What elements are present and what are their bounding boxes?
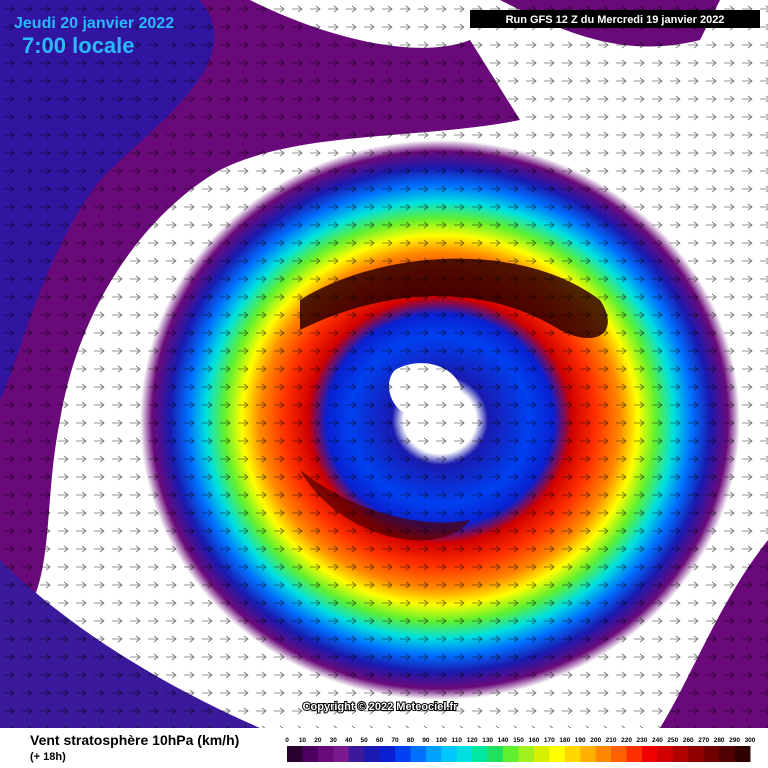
color-swatch [410,746,427,762]
color-swatch [533,746,550,762]
wind-arrows [0,0,768,728]
scale-label: 230 [637,737,648,744]
color-swatch [672,746,689,762]
scale-label: 290 [729,737,740,744]
color-swatch [626,746,643,762]
scale-label: 110 [452,737,463,744]
scale-label: 120 [467,737,478,744]
scale-label: 30 [330,737,338,744]
color-swatch [719,746,736,762]
color-swatch [302,746,319,762]
scale-label: 10 [299,737,307,744]
color-swatch [549,746,566,762]
scale-label: 300 [745,737,756,744]
scale-label: 70 [391,737,399,744]
color-swatch [456,746,473,762]
scale-label: 140 [498,737,509,744]
scale-label: 250 [667,737,678,744]
run-box [470,10,760,28]
color-swatch [364,746,381,762]
scale-label: 0 [285,737,289,744]
color-swatch [379,746,396,762]
scale-label: 210 [606,737,617,744]
color-swatch [395,746,411,762]
scale-label: 260 [683,737,694,744]
color-swatch [688,746,705,762]
scale-label: 60 [376,737,384,744]
color-swatch [472,746,489,762]
scale-label: 100 [436,737,447,744]
color-swatch [611,746,628,762]
scale-label: 80 [407,737,415,744]
scale-label: 240 [652,737,663,744]
color-swatch [564,746,581,762]
color-swatch [348,746,365,762]
color-swatch [287,746,303,762]
scale-label: 190 [575,737,586,744]
date: Jeudi 20 janvier 2022 [14,15,174,32]
color-scale: 0 10 20 30 40 50 60 70 80 90 100 110 120 130 140 150 160… [285,737,756,762]
scale-label: 50 [361,737,369,744]
color-swatch [657,746,674,762]
scale-label: 200 [590,737,601,744]
color-swatch [734,746,751,762]
scale-label: 180 [559,737,570,744]
color-swatch [703,746,720,762]
color-swatch [518,746,535,762]
scale-label: 150 [513,737,524,744]
copyright: Copyright © 2022 Meteociel.fr [303,701,459,713]
color-swatch [487,746,504,762]
color-swatch [503,746,519,762]
run-info: Run GFS 12 Z du Mercredi 19 janvier 2022 [506,14,725,26]
legend-title: Vent stratosphère 10hPa (km/h) [30,732,239,748]
color-swatch [425,746,442,762]
scale-label: 90 [422,737,430,744]
scale-label: 280 [714,737,725,744]
color-swatch [441,746,458,762]
scale-label: 160 [529,737,540,744]
color-swatch [333,746,350,762]
scale-label: 20 [314,737,322,744]
time: 7:00 locale [22,33,135,58]
scale-label: 130 [482,737,493,744]
color-swatch [580,746,597,762]
scale-label: 270 [698,737,709,744]
scale-label: 220 [621,737,632,744]
color-swatch [595,746,612,762]
color-swatch [317,746,334,762]
legend-subtitle: (+ 18h) [30,751,66,763]
map-area: Jeudi 20 janvier 2022 7:00 locale Run GF… [0,0,768,728]
scale-label: 40 [345,737,353,744]
scale-label: 170 [544,737,555,744]
color-swatch [641,746,658,762]
